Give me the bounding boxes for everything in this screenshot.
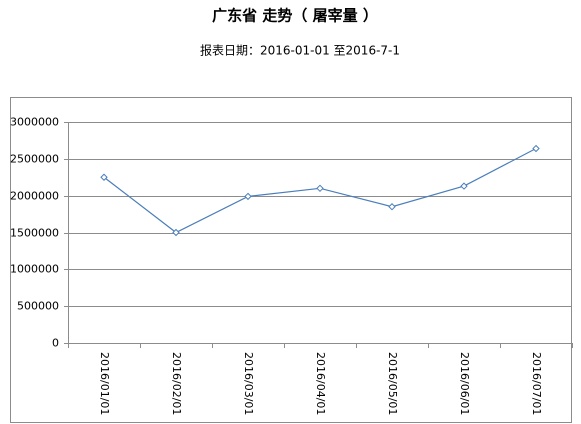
y-tick-label: 2500000 xyxy=(10,153,59,166)
marker xyxy=(460,182,468,190)
marker xyxy=(244,192,252,201)
x-tick-label: 2016/03/01 xyxy=(242,352,255,415)
y-tick-label: 1000000 xyxy=(10,263,59,276)
x-tick-label: 2016/07/01 xyxy=(530,352,543,415)
x-tick-label: 2016/02/01 xyxy=(170,352,183,415)
y-tick-label: 3000000 xyxy=(10,116,59,129)
y-tick-label: 1500000 xyxy=(10,227,59,240)
marker xyxy=(532,144,540,153)
x-tick-label: 2016/06/01 xyxy=(458,352,471,415)
y-tick-label: 2000000 xyxy=(10,190,59,203)
marker xyxy=(172,228,180,237)
marker xyxy=(388,203,396,211)
chart-subtitle: 报表日期：2016-01-01 至2016-7-1 xyxy=(200,43,400,58)
y-tick-label: 500000 xyxy=(17,300,59,313)
chart-title: 广东省 走势（ 屠宰量 ） xyxy=(212,7,378,25)
chart-border xyxy=(10,97,572,423)
marker xyxy=(316,184,324,193)
y-tick-label: 0 xyxy=(52,337,59,350)
x-tick-label: 2016/01/01 xyxy=(98,352,111,415)
x-tick-label: 2016/05/01 xyxy=(386,352,399,415)
x-tick-label: 2016/04/01 xyxy=(314,352,327,415)
marker xyxy=(100,173,108,181)
